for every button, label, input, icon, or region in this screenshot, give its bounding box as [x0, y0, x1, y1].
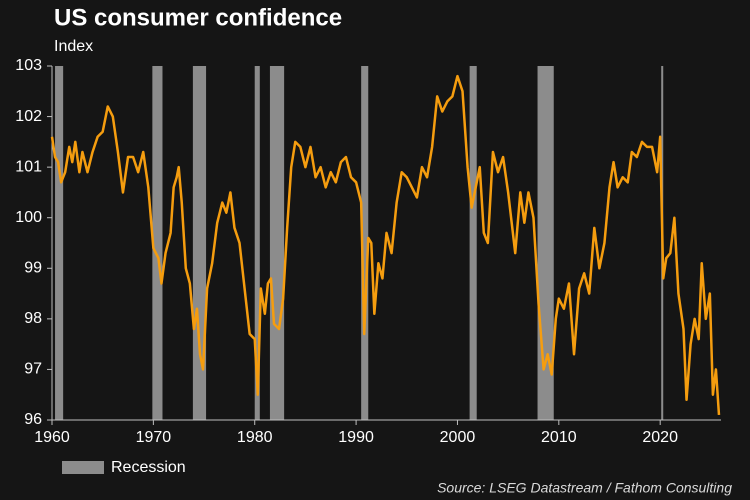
chart-title: US consumer confidence [54, 4, 342, 31]
legend-swatch [62, 461, 104, 474]
subtitle: Index [54, 38, 93, 55]
x-tick-label: 1980 [237, 429, 273, 446]
x-tick-label: 2000 [440, 429, 476, 446]
y-tick-label: 99 [24, 260, 42, 277]
x-tick-label: 1990 [338, 429, 374, 446]
y-tick-label: 101 [15, 158, 42, 175]
recession-band [469, 66, 477, 420]
y-tick-label: 96 [24, 411, 42, 428]
y-tick-label: 100 [15, 209, 42, 226]
y-tick-label: 102 [15, 108, 42, 125]
x-tick-label: 2010 [541, 429, 577, 446]
data-line [50, 74, 721, 416]
recession-band [254, 66, 260, 420]
recession-band [152, 66, 163, 420]
y-tick-label: 103 [15, 57, 42, 74]
recession-band [361, 66, 369, 420]
x-tick-label: 2020 [642, 429, 678, 446]
x-tick-label: 1960 [34, 429, 70, 446]
legend-label: Recession [111, 459, 186, 476]
recession-band [269, 66, 285, 420]
y-tick-label: 98 [24, 310, 42, 327]
x-tick-label: 1970 [136, 429, 172, 446]
source: Source: LSEG Datastream / Fathom Consult… [437, 480, 732, 496]
recession-band [192, 66, 207, 420]
y-tick-label: 97 [24, 361, 42, 378]
recession-band [55, 66, 64, 420]
